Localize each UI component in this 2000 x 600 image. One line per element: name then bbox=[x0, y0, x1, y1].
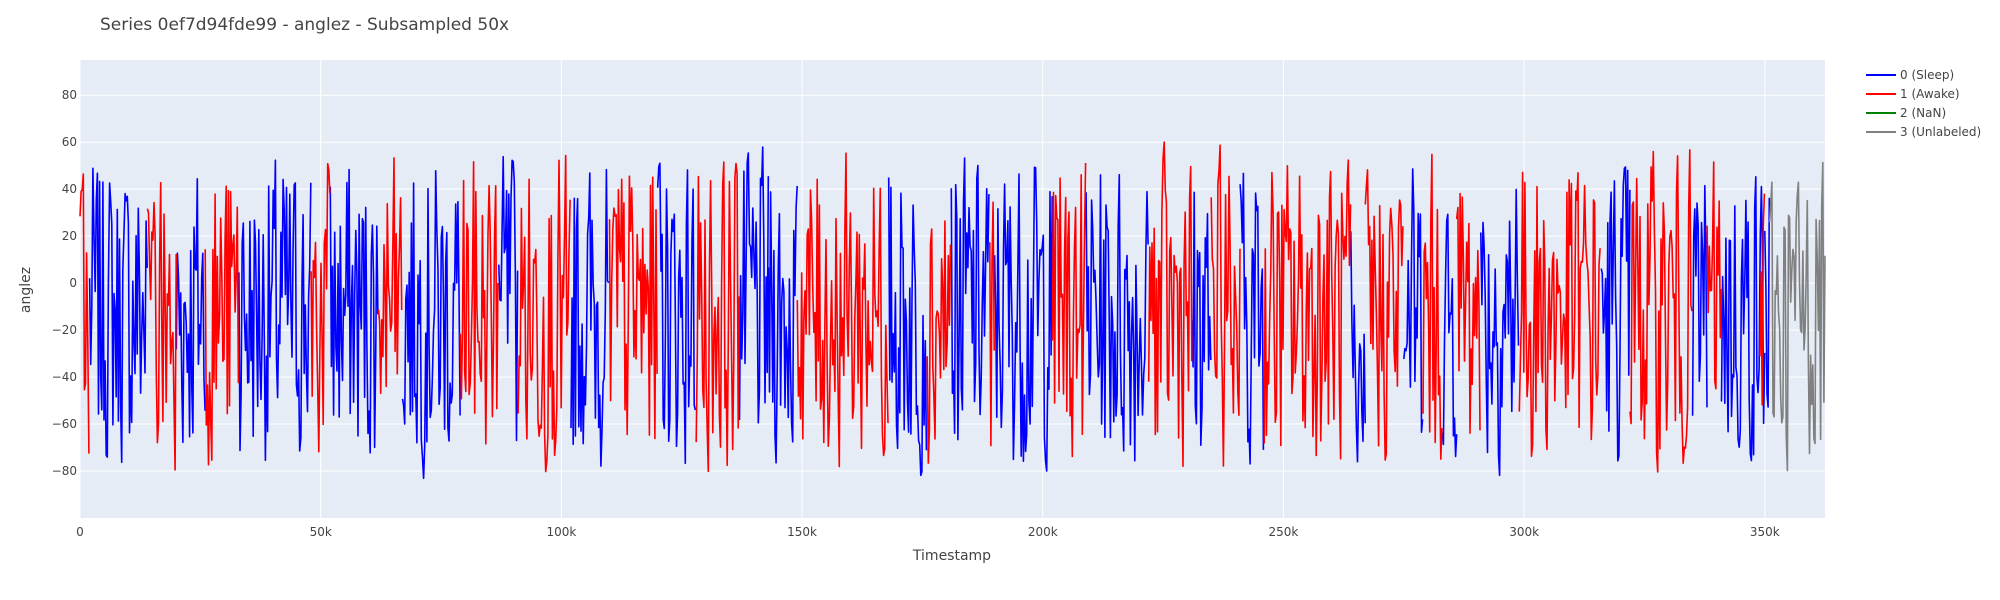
series-line-0 bbox=[401, 170, 461, 480]
x-tick-label: 300k bbox=[1509, 525, 1539, 539]
legend-item[interactable]: 0 (Sleep) bbox=[1866, 68, 1954, 82]
y-tick-label: −20 bbox=[52, 323, 77, 337]
series-line-1 bbox=[1422, 153, 1443, 460]
series-line-1 bbox=[459, 161, 499, 445]
series-line-1 bbox=[796, 152, 889, 468]
x-tick-label: 50k bbox=[310, 525, 332, 539]
series-line-3 bbox=[1768, 161, 1826, 472]
y-axis-title: anglez bbox=[18, 267, 34, 313]
x-axis-ticks: 0 50k 100k 150k 200k 250k 300k 350k bbox=[76, 525, 1780, 539]
legend-item[interactable]: 3 (Unlabeled) bbox=[1866, 125, 1981, 139]
series-line-1 bbox=[1455, 192, 1481, 434]
series-line-0 bbox=[1720, 176, 1766, 462]
series-line-1 bbox=[1706, 161, 1723, 390]
y-axis-ticks: −80 −60 −40 −20 0 20 40 60 80 bbox=[52, 88, 77, 478]
series-line-0 bbox=[1441, 213, 1458, 458]
x-tick-label: 250k bbox=[1269, 525, 1299, 539]
y-tick-label: 60 bbox=[62, 135, 77, 149]
y-tick-label: 20 bbox=[62, 229, 77, 243]
y-tick-label: −40 bbox=[52, 370, 77, 384]
series-line-1 bbox=[926, 220, 952, 464]
series-line-0 bbox=[1191, 191, 1212, 447]
series-line-0 bbox=[1480, 188, 1520, 477]
series-line-1 bbox=[79, 173, 90, 454]
x-axis-title: Timestamp bbox=[912, 548, 991, 564]
x-tick-label: 350k bbox=[1750, 525, 1780, 539]
legend-item[interactable]: 1 (Awake) bbox=[1866, 87, 1960, 101]
series-line-1 bbox=[695, 161, 741, 473]
series-line-0 bbox=[950, 157, 990, 441]
chart-title: Series 0ef7d94fde99 - anglez - Subsample… bbox=[100, 15, 509, 35]
series-line-0 bbox=[175, 178, 206, 444]
series-line-1 bbox=[377, 157, 403, 395]
series-line-0 bbox=[767, 185, 798, 464]
legend-label: 1 (Awake) bbox=[1900, 87, 1960, 101]
series-line-1 bbox=[517, 154, 571, 473]
series-line-0 bbox=[1239, 172, 1265, 465]
series-line-0 bbox=[570, 168, 610, 467]
x-tick-label: 150k bbox=[787, 525, 817, 539]
series-line-0 bbox=[656, 162, 697, 465]
legend-label: 3 (Unlabeled) bbox=[1900, 125, 1981, 139]
series-line-0 bbox=[238, 159, 312, 462]
x-tick-label: 0 bbox=[76, 525, 84, 539]
series-line-1 bbox=[988, 201, 995, 447]
series-line-1 bbox=[1147, 141, 1193, 468]
series-line-0 bbox=[1764, 197, 1771, 408]
series-line-0 bbox=[498, 155, 519, 442]
series-line-1 bbox=[1364, 169, 1404, 461]
series-line-1 bbox=[1051, 162, 1087, 458]
y-tick-label: 80 bbox=[62, 88, 77, 102]
series-line-0 bbox=[993, 166, 1053, 472]
legend-label: 0 (Sleep) bbox=[1900, 68, 1954, 82]
legend[interactable]: 0 (Sleep) 1 (Awake) 2 (NaN) 3 (Unlabeled) bbox=[1866, 68, 1981, 139]
series-line-1 bbox=[1629, 149, 1693, 473]
series-line-0 bbox=[88, 167, 148, 464]
series-line-0 bbox=[887, 177, 928, 477]
y-tick-label: 0 bbox=[69, 276, 77, 290]
x-tick-label: 200k bbox=[1028, 525, 1058, 539]
trace-layer bbox=[79, 141, 1826, 480]
y-tick-label: 40 bbox=[62, 182, 77, 196]
series-line-1 bbox=[1210, 144, 1241, 467]
series-line-0 bbox=[1085, 173, 1149, 462]
series-line-1 bbox=[1759, 193, 1766, 406]
y-tick-label: −80 bbox=[52, 464, 77, 478]
series-line-1 bbox=[310, 162, 331, 453]
legend-item[interactable]: 2 (NaN) bbox=[1866, 106, 1946, 120]
series-line-0 bbox=[1600, 166, 1631, 462]
series-line-1 bbox=[1518, 171, 1601, 458]
series-line-0 bbox=[1691, 184, 1708, 416]
series-line-0 bbox=[1403, 168, 1424, 434]
series-line-1 bbox=[1263, 159, 1352, 460]
series-line-0 bbox=[329, 168, 379, 454]
y-tick-label: −60 bbox=[52, 417, 77, 431]
legend-label: 2 (NaN) bbox=[1900, 106, 1946, 120]
series-line-1 bbox=[204, 185, 240, 466]
series-line-0 bbox=[738, 146, 770, 424]
series-line-1 bbox=[608, 175, 658, 440]
series-line-1 bbox=[146, 181, 177, 471]
series-line-0 bbox=[1350, 231, 1366, 463]
x-tick-label: 100k bbox=[546, 525, 576, 539]
